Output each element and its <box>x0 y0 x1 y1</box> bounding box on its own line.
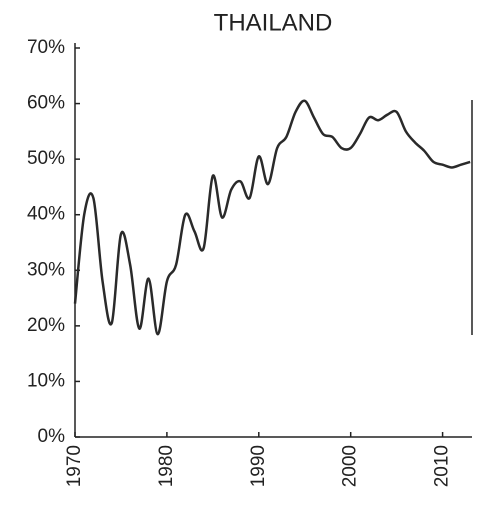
y-tick-label: 30% <box>27 259 65 280</box>
y-tick-label: 60% <box>27 93 65 114</box>
y-tick-label: 0% <box>38 426 66 447</box>
x-tick-label: 2010 <box>432 445 453 487</box>
x-tick-label: 1990 <box>248 445 269 487</box>
y-tick-label: 70% <box>27 37 65 58</box>
chart-title: THAILAND <box>214 9 333 36</box>
x-tick-label: 2000 <box>340 445 361 487</box>
x-tick-label: 1980 <box>156 445 177 487</box>
y-tick-label: 10% <box>27 370 65 391</box>
y-tick-label: 40% <box>27 204 65 225</box>
x-tick-label: 1970 <box>64 445 85 487</box>
y-tick-label: 20% <box>27 315 65 336</box>
y-tick-label: 50% <box>27 148 65 169</box>
data-line <box>73 99 471 336</box>
